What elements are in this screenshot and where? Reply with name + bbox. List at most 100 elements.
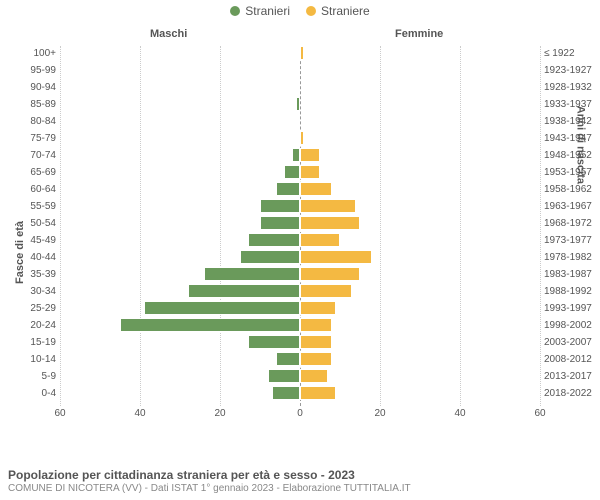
pyramid-row: 0-42018-2022 [60,386,540,400]
x-tick-label: 60 [54,408,65,419]
bar-male [248,233,300,247]
bar-female [300,233,340,247]
column-header-female: Femmine [395,28,443,40]
age-label: 25-29 [0,303,56,314]
pyramid-row: 60-641958-1962 [60,182,540,196]
birth-year-label: 2018-2022 [544,388,600,399]
age-label: 75-79 [0,133,56,144]
bar-female [300,267,360,281]
bar-female [300,182,332,196]
birth-year-label: 1953-1957 [544,167,600,178]
birth-year-label: 2003-2007 [544,337,600,348]
gridline [540,46,541,406]
bar-female [300,369,328,383]
plot-area: 6040200204060100+≤ 192295-991923-192790-… [60,46,540,426]
bar-female [300,301,336,315]
age-label: 80-84 [0,116,56,127]
x-tick-label: 20 [214,408,225,419]
bar-male [276,182,300,196]
bar-female [300,148,320,162]
age-label: 65-69 [0,167,56,178]
bar-male [292,148,300,162]
bar-female [300,46,304,60]
pyramid-row: 55-591963-1967 [60,199,540,213]
bar-male [248,335,300,349]
bar-male [240,250,300,264]
bar-male [204,267,300,281]
x-tick-label: 20 [374,408,385,419]
bar-female [300,335,332,349]
column-header-male: Maschi [150,28,187,40]
birth-year-label: 1993-1997 [544,303,600,314]
age-label: 50-54 [0,218,56,229]
pyramid-row: 75-791943-1947 [60,131,540,145]
bar-male [120,318,300,332]
bar-male [188,284,300,298]
pyramid-row: 80-841938-1942 [60,114,540,128]
legend-item-male: Stranieri [230,4,290,18]
pyramid-row: 25-291993-1997 [60,301,540,315]
birth-year-label: 1948-1952 [544,150,600,161]
pyramid-row: 40-441978-1982 [60,250,540,264]
pyramid-row: 65-691953-1957 [60,165,540,179]
age-label: 100+ [0,48,56,59]
bar-female [300,199,356,213]
birth-year-label: 1933-1937 [544,99,600,110]
birth-year-label: ≤ 1922 [544,48,600,59]
age-label: 5-9 [0,371,56,382]
bar-female [300,352,332,366]
age-label: 85-89 [0,99,56,110]
x-tick-label: 0 [297,408,303,419]
bar-male [284,165,300,179]
birth-year-label: 1983-1987 [544,269,600,280]
bar-male [144,301,300,315]
footer: Popolazione per cittadinanza straniera p… [8,468,592,494]
birth-year-label: 1938-1942 [544,116,600,127]
bar-female [300,250,372,264]
bar-female [300,165,320,179]
birth-year-label: 1928-1932 [544,82,600,93]
age-label: 55-59 [0,201,56,212]
pyramid-row: 90-941928-1932 [60,80,540,94]
bar-male [268,369,300,383]
birth-year-label: 1943-1947 [544,133,600,144]
pyramid-row: 35-391983-1987 [60,267,540,281]
legend-swatch-female [306,6,316,16]
pyramid-row: 5-92013-2017 [60,369,540,383]
bar-male [276,352,300,366]
x-tick-label: 40 [454,408,465,419]
bar-male [260,216,300,230]
age-label: 10-14 [0,354,56,365]
birth-year-label: 2008-2012 [544,354,600,365]
legend-label-female: Straniere [321,4,370,18]
pyramid-row: 45-491973-1977 [60,233,540,247]
pyramid-row: 70-741948-1952 [60,148,540,162]
birth-year-label: 1973-1977 [544,235,600,246]
bar-female [300,284,352,298]
birth-year-label: 1958-1962 [544,184,600,195]
age-label: 0-4 [0,388,56,399]
bar-female [300,386,336,400]
legend: Stranieri Straniere [0,0,600,18]
pyramid-row: 10-142008-2012 [60,352,540,366]
birth-year-label: 1923-1927 [544,65,600,76]
bar-female [300,131,304,145]
age-label: 45-49 [0,235,56,246]
age-label: 90-94 [0,82,56,93]
age-label: 40-44 [0,252,56,263]
bar-female [300,216,360,230]
age-label: 30-34 [0,286,56,297]
age-label: 20-24 [0,320,56,331]
birth-year-label: 1963-1967 [544,201,600,212]
pyramid-row: 20-241998-2002 [60,318,540,332]
legend-item-female: Straniere [306,4,370,18]
birth-year-label: 1978-1982 [544,252,600,263]
x-tick-label: 60 [534,408,545,419]
chart-subtitle: COMUNE DI NICOTERA (VV) - Dati ISTAT 1° … [8,483,592,494]
pyramid-row: 15-192003-2007 [60,335,540,349]
bar-female [300,318,332,332]
legend-swatch-male [230,6,240,16]
bar-male [272,386,300,400]
birth-year-label: 1998-2002 [544,320,600,331]
age-label: 70-74 [0,150,56,161]
